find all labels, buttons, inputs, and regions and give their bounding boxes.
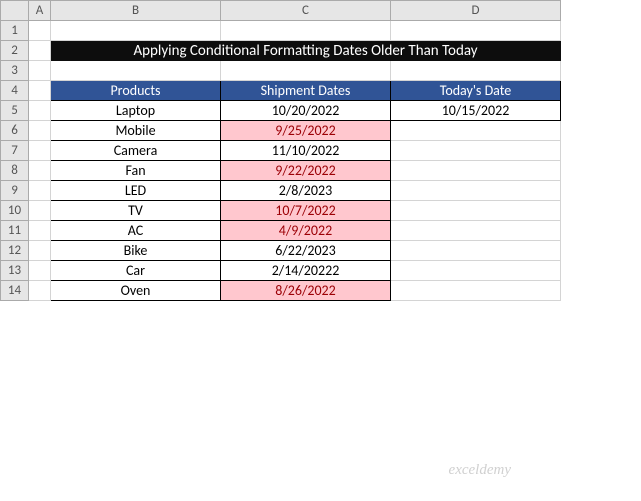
cell[interactable] — [29, 281, 51, 301]
cell[interactable] — [391, 61, 561, 81]
cell[interactable] — [391, 21, 561, 41]
date-cell[interactable]: 8/26/2022 — [221, 281, 391, 301]
cell[interactable] — [221, 61, 391, 81]
product-cell[interactable]: Camera — [51, 141, 221, 161]
select-all-corner[interactable] — [1, 1, 29, 21]
cell[interactable] — [29, 141, 51, 161]
cell[interactable] — [51, 21, 221, 41]
row-header-11[interactable]: 11 — [1, 221, 29, 241]
cell[interactable] — [29, 61, 51, 81]
header-shipment[interactable]: Shipment Dates — [221, 81, 391, 101]
cell[interactable] — [391, 181, 561, 201]
date-cell[interactable]: 2/14/20222 — [221, 261, 391, 281]
spreadsheet-grid[interactable]: A B C D 1 2 Applying Conditional Formatt… — [0, 0, 561, 301]
date-cell[interactable]: 9/25/2022 — [221, 121, 391, 141]
cell[interactable] — [391, 221, 561, 241]
cell[interactable] — [29, 81, 51, 101]
product-cell[interactable]: Bike — [51, 241, 221, 261]
cell[interactable] — [221, 21, 391, 41]
product-cell[interactable]: LED — [51, 181, 221, 201]
col-header-a[interactable]: A — [29, 1, 51, 21]
cell[interactable] — [29, 21, 51, 41]
product-cell[interactable]: TV — [51, 201, 221, 221]
date-cell[interactable]: 10/7/2022 — [221, 201, 391, 221]
row-header-1[interactable]: 1 — [1, 21, 29, 41]
cell[interactable] — [29, 221, 51, 241]
date-cell[interactable]: 10/20/2022 — [221, 101, 391, 121]
product-cell[interactable]: Oven — [51, 281, 221, 301]
row-header-9[interactable]: 9 — [1, 181, 29, 201]
row-header-10[interactable]: 10 — [1, 201, 29, 221]
cell[interactable] — [29, 101, 51, 121]
date-cell[interactable]: 4/9/2022 — [221, 221, 391, 241]
row-header-4[interactable]: 4 — [1, 81, 29, 101]
col-header-c[interactable]: C — [221, 1, 391, 21]
cell[interactable] — [29, 161, 51, 181]
date-cell[interactable]: 6/22/2023 — [221, 241, 391, 261]
cell[interactable] — [29, 41, 51, 61]
cell[interactable] — [51, 61, 221, 81]
row-header-12[interactable]: 12 — [1, 241, 29, 261]
date-cell[interactable]: 2/8/2023 — [221, 181, 391, 201]
row-header-6[interactable]: 6 — [1, 121, 29, 141]
cell[interactable] — [29, 121, 51, 141]
header-products[interactable]: Products — [51, 81, 221, 101]
row-header-14[interactable]: 14 — [1, 281, 29, 301]
cell[interactable] — [391, 121, 561, 141]
header-today[interactable]: Today's Date — [391, 81, 561, 101]
title-cell[interactable]: Applying Conditional Formatting Dates Ol… — [51, 41, 561, 61]
row-header-8[interactable]: 8 — [1, 161, 29, 181]
cell[interactable] — [391, 281, 561, 301]
row-header-7[interactable]: 7 — [1, 141, 29, 161]
cell[interactable] — [391, 261, 561, 281]
row-header-13[interactable]: 13 — [1, 261, 29, 281]
product-cell[interactable]: AC — [51, 221, 221, 241]
cell[interactable] — [391, 141, 561, 161]
watermark-text: exceldemy — [449, 462, 511, 479]
cell[interactable] — [391, 201, 561, 221]
cell[interactable] — [29, 201, 51, 221]
cell[interactable] — [29, 241, 51, 261]
cell[interactable] — [29, 261, 51, 281]
product-cell[interactable]: Mobile — [51, 121, 221, 141]
col-header-d[interactable]: D — [391, 1, 561, 21]
date-cell[interactable]: 11/10/2022 — [221, 141, 391, 161]
col-header-b[interactable]: B — [51, 1, 221, 21]
row-header-5[interactable]: 5 — [1, 101, 29, 121]
row-header-3[interactable]: 3 — [1, 61, 29, 81]
date-cell[interactable]: 9/22/2022 — [221, 161, 391, 181]
cell[interactable] — [29, 181, 51, 201]
today-date-cell[interactable]: 10/15/2022 — [391, 101, 561, 121]
cell[interactable] — [391, 241, 561, 261]
cell[interactable] — [391, 161, 561, 181]
product-cell[interactable]: Fan — [51, 161, 221, 181]
row-header-2[interactable]: 2 — [1, 41, 29, 61]
product-cell[interactable]: Car — [51, 261, 221, 281]
product-cell[interactable]: Laptop — [51, 101, 221, 121]
